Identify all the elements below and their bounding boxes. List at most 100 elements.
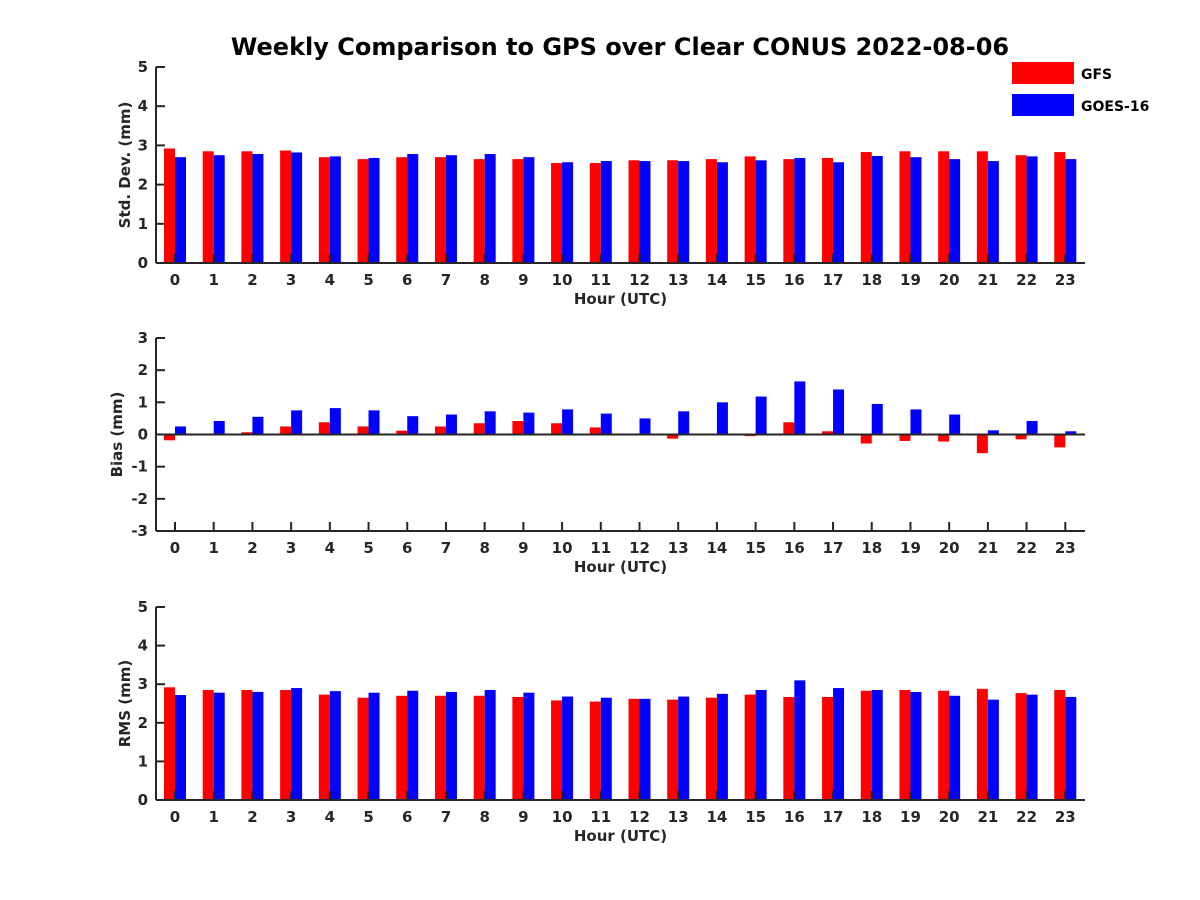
bar-goes16-hour-0 — [175, 695, 186, 800]
x-axis-label: Hour (UTC) — [574, 827, 667, 845]
x-tick-label: 15 — [745, 271, 766, 289]
bar-goes16-hour-16 — [794, 680, 806, 800]
y-axis-label: RMS (mm) — [116, 660, 134, 747]
bar-gfs-hour-3 — [280, 150, 292, 263]
x-tick-label: 14 — [706, 808, 727, 826]
bar-gfs-hour-5 — [357, 697, 369, 800]
bar-goes16-hour-7 — [445, 691, 457, 800]
x-tick-label: 17 — [823, 808, 844, 826]
bar-goes16-hour-12 — [639, 418, 651, 435]
x-tick-label: 22 — [1016, 271, 1037, 289]
x-tick-label: 10 — [552, 271, 573, 289]
bar-gfs-hour-8 — [473, 695, 485, 800]
x-tick-label: 5 — [363, 271, 373, 289]
x-tick-label: 21 — [977, 271, 998, 289]
bar-gfs-hour-13 — [667, 434, 679, 439]
bar-goes16-hour-8 — [484, 689, 496, 800]
x-tick-label: 23 — [1055, 808, 1076, 826]
y-axis-label: Std. Dev. (mm) — [116, 102, 134, 229]
bar-goes16-hour-11 — [600, 413, 612, 435]
bar-goes16-hour-3 — [291, 152, 303, 263]
bar-gfs-hour-11 — [589, 163, 601, 263]
x-tick-label: 21 — [977, 539, 998, 557]
x-tick-label: 13 — [668, 271, 689, 289]
bar-gfs-hour-13 — [667, 699, 679, 800]
x-tick-label: 11 — [590, 271, 611, 289]
x-tick-label: 9 — [518, 539, 528, 557]
bar-gfs-hour-5 — [357, 426, 369, 435]
x-tick-label: 5 — [363, 539, 373, 557]
bar-goes16-hour-13 — [678, 161, 690, 263]
legend: GFS GOES-16 — [1012, 62, 1149, 116]
x-tick-label: 21 — [977, 808, 998, 826]
x-tick-label: 1 — [208, 271, 218, 289]
bar-goes16-hour-17 — [833, 688, 845, 800]
bar-gfs-hour-18 — [860, 690, 872, 800]
bar-goes16-hour-3 — [291, 410, 303, 435]
bar-gfs-hour-8 — [473, 423, 485, 435]
x-tick-label: 23 — [1055, 539, 1076, 557]
x-tick-label: 19 — [900, 539, 921, 557]
bar-gfs-hour-9 — [512, 159, 524, 263]
bar-gfs-hour-22 — [1015, 693, 1027, 800]
bar-gfs-hour-16 — [783, 422, 795, 435]
bar-gfs-hour-23 — [1054, 434, 1066, 448]
y-tick-label: 5 — [138, 58, 148, 76]
x-tick-label: 19 — [900, 271, 921, 289]
bar-gfs-hour-22 — [1015, 434, 1027, 440]
bar-goes16-hour-16 — [794, 157, 806, 263]
bar-goes16-hour-9 — [523, 692, 535, 800]
x-tick-label: 2 — [247, 808, 257, 826]
y-tick-label: 5 — [138, 598, 148, 616]
bar-gfs-hour-20 — [938, 151, 950, 263]
x-tick-label: 22 — [1016, 808, 1037, 826]
bar-gfs-hour-2 — [241, 151, 253, 263]
bar-goes16-hour-23 — [1065, 696, 1077, 800]
y-tick-label: 4 — [138, 637, 148, 655]
y-tick-label: 2 — [138, 714, 148, 732]
bar-gfs-hour-15 — [744, 694, 756, 800]
x-tick-label: 12 — [629, 808, 650, 826]
x-tick-label: 16 — [784, 539, 805, 557]
legend-label-goes16: GOES-16 — [1081, 99, 1149, 115]
bar-gfs-hour-4 — [318, 157, 330, 263]
x-tick-label: 23 — [1055, 271, 1076, 289]
bar-goes16-hour-13 — [678, 696, 690, 800]
x-tick-label: 9 — [518, 271, 528, 289]
bar-gfs-hour-2 — [241, 432, 253, 435]
bar-goes16-hour-2 — [252, 691, 264, 800]
bar-gfs-hour-12 — [628, 160, 640, 263]
x-tick-label: 15 — [745, 539, 766, 557]
bar-gfs-hour-7 — [434, 157, 446, 263]
y-tick-label: 2 — [138, 361, 148, 379]
x-tick-label: 8 — [479, 808, 489, 826]
x-tick-label: 4 — [325, 271, 335, 289]
bar-gfs-hour-19 — [899, 434, 911, 441]
bar-goes16-hour-2 — [252, 154, 264, 263]
bar-goes16-hour-10 — [562, 696, 574, 800]
bar-goes16-hour-5 — [368, 692, 380, 800]
x-axis-label: Hour (UTC) — [574, 290, 667, 308]
x-tick-label: 5 — [363, 808, 373, 826]
bar-goes16-hour-21 — [987, 699, 999, 800]
bar-gfs-hour-20 — [938, 690, 950, 800]
bar-goes16-hour-17 — [833, 389, 845, 435]
x-tick-label: 4 — [325, 539, 335, 557]
bar-goes16-hour-12 — [639, 161, 651, 263]
bar-gfs-hour-11 — [589, 701, 601, 800]
bar-goes16-hour-15 — [755, 160, 767, 263]
x-tick-label: 15 — [745, 808, 766, 826]
bar-goes16-hour-1 — [213, 692, 225, 800]
bar-goes16-hour-20 — [949, 159, 961, 263]
x-tick-label: 3 — [286, 539, 296, 557]
bar-gfs-hour-5 — [357, 159, 369, 263]
bar-goes16-hour-13 — [678, 411, 690, 435]
legend-label-gfs: GFS — [1081, 67, 1112, 83]
x-tick-label: 20 — [939, 271, 960, 289]
bar-goes16-hour-11 — [600, 161, 612, 263]
bar-goes16-hour-8 — [484, 154, 496, 263]
